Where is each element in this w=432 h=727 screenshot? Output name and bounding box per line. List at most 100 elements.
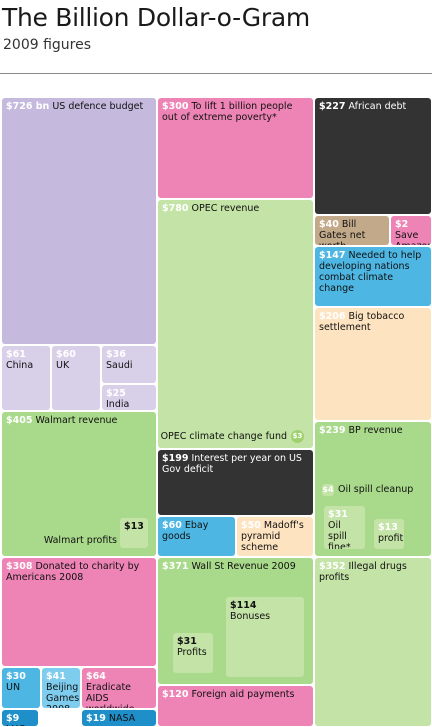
treemap-cell-un: $30 UN (2, 668, 40, 708)
cell-amount: $13 (124, 521, 144, 532)
cell-label: Donated to charity by Americans 2008 (6, 561, 140, 583)
cell-label: African debt (348, 101, 407, 112)
cell-label: BP revenue (348, 425, 403, 436)
cell-label: Madoff's pyramid scheme (241, 520, 304, 553)
cell-amount: $405 (6, 415, 33, 426)
cell-amount: $2 (395, 219, 409, 230)
cell-label: Saudi (106, 360, 133, 371)
cell-label: Eradicate AIDS worldwide (86, 682, 134, 708)
cell-amount: $40 (319, 219, 339, 230)
cell-amount: $780 (162, 203, 189, 214)
treemap-cell-saudi: $36 Saudi (102, 346, 156, 383)
cell-label: US defence budget (52, 101, 144, 112)
treemap-cell-bp-profit: $13 profit (374, 519, 404, 549)
cell-amount: $371 (162, 561, 189, 572)
cell-label: Needed to help developing nations combat… (319, 250, 422, 294)
treemap-cell-oil-fine: $31 Oil spill fine* (324, 506, 365, 549)
treemap-cell-gates: $40 Bill Gates net worth (315, 216, 389, 245)
cell-amount: $4 (322, 485, 334, 494)
cell-label: Illegal drugs profits (319, 561, 407, 583)
cell-label: Foreign aid payments (191, 689, 295, 700)
cell-amount: $3 (292, 432, 303, 440)
cell-amount: $206 (319, 311, 346, 322)
cell-amount: $352 (319, 561, 346, 572)
cell-amount: $726 bn (6, 101, 50, 112)
treemap-cell-walmart-profits: $13 Walmart profits (44, 518, 148, 548)
cell-label: Walmart revenue (35, 415, 118, 426)
chart-title: The Billion Dollar-o-Gram (2, 3, 310, 32)
cell-amount: $227 (319, 101, 346, 112)
cell-label: Ebay goods (162, 520, 209, 542)
treemap-cell-ebay: $60 Ebay goods (158, 517, 235, 556)
treemap-cell-uk: $60 UK (52, 346, 100, 410)
cell-amount: $41 (46, 671, 66, 682)
cell-label: Oil spill cleanup (338, 484, 414, 495)
cell-amount: $239 (319, 425, 346, 436)
cell-amount: $308 (6, 561, 33, 572)
cell-amount: $30 (6, 671, 26, 682)
cell-amount: $64 (86, 671, 106, 682)
treemap-cell-african-debt: $227 African debt (315, 98, 431, 214)
treemap-cell-climate-dev: $147 Needed to help developing nations c… (315, 247, 431, 306)
cell-label: LHC (6, 724, 25, 726)
cell-label: Profits (177, 647, 207, 658)
cell-label: Beijing Games 2008 (46, 682, 80, 708)
treemap-cell-foreign-aid: $120 Foreign aid payments (158, 686, 313, 726)
treemap-cell-poverty: $300 To lift 1 billion people out of ext… (158, 98, 313, 198)
cell-amount: $36 (106, 349, 126, 360)
cell-amount: $114 (230, 600, 257, 611)
cell-label: Save Amazon (395, 230, 431, 245)
treemap-cell-nasa: $19 NASA (82, 710, 156, 726)
cell-amount: $9 (6, 713, 20, 724)
cell-label: Big tobacco settlement (319, 311, 405, 333)
cell-label: Bill Gates net worth (319, 219, 366, 245)
treemap-cell-amazon: $2 Save Amazon (391, 216, 431, 245)
cell-label: To lift 1 billion people out of extreme … (162, 101, 293, 123)
cell-label: UK (56, 360, 70, 371)
treemap-cell-opec-climate: $3 OPEC climate change fund (161, 430, 304, 443)
cell-amount: $199 (162, 453, 189, 464)
treemap-cell-aids: $64 Eradicate AIDS worldwide (82, 668, 156, 708)
cell-amount: $13 (378, 522, 398, 533)
header-divider (0, 73, 432, 74)
cell-amount: $120 (162, 689, 189, 700)
cell-label: OPEC climate change fund (160, 431, 287, 442)
cell-label: NASA (108, 713, 136, 724)
cell-label: Walmart profits (43, 535, 117, 546)
treemap-cell-opec: $780 OPEC revenue (158, 200, 313, 448)
treemap-cell-drugs: $352 Illegal drugs profits (315, 558, 431, 726)
treemap-cell-bonuses: $114 Bonuses (226, 597, 304, 677)
treemap-cell-lhc: $9 LHC (2, 710, 38, 726)
treemap-cell-india: $25 India (102, 385, 156, 410)
cell-amount: $31 (328, 509, 348, 520)
cell-label: India (106, 399, 130, 410)
treemap-cell-charity: $308 Donated to charity by Americans 200… (2, 558, 156, 666)
treemap-cell-madoff: $50 Madoff's pyramid scheme (237, 517, 313, 556)
cell-amount: $61 (6, 349, 26, 360)
cell-amount: $31 (177, 636, 197, 647)
treemap-cell-us-interest: $199 Interest per year on US Gov deficit (158, 450, 313, 515)
cell-label: profit (378, 533, 404, 544)
cell-amount: $300 (162, 101, 189, 112)
cell-label: OPEC revenue (191, 203, 260, 214)
cell-label: Bonuses (230, 611, 271, 622)
cell-label: Wall St Revenue 2009 (191, 561, 296, 572)
treemap-cell-wallst-profits: $31 Profits (173, 633, 213, 673)
treemap-cell-oil-spill: $4 Oil spill cleanup (322, 484, 413, 496)
cell-amount: $50 (241, 520, 261, 531)
cell-amount: $60 (56, 349, 76, 360)
treemap-cell-tobacco: $206 Big tobacco settlement (315, 308, 431, 420)
cell-amount: $25 (106, 388, 126, 399)
treemap-cell-us-defence: $726 bn US defence budget (2, 98, 156, 344)
cell-label: UN (6, 682, 21, 693)
chart-subtitle: 2009 figures (3, 37, 92, 53)
cell-amount: $19 (86, 713, 106, 724)
cell-label: China (6, 360, 34, 371)
cell-label: Interest per year on US Gov deficit (162, 453, 302, 475)
cell-amount: $60 (162, 520, 182, 531)
cell-amount: $147 (319, 250, 346, 261)
cell-label: Oil spill fine* (328, 520, 351, 549)
treemap-cell-china: $61 China (2, 346, 50, 410)
